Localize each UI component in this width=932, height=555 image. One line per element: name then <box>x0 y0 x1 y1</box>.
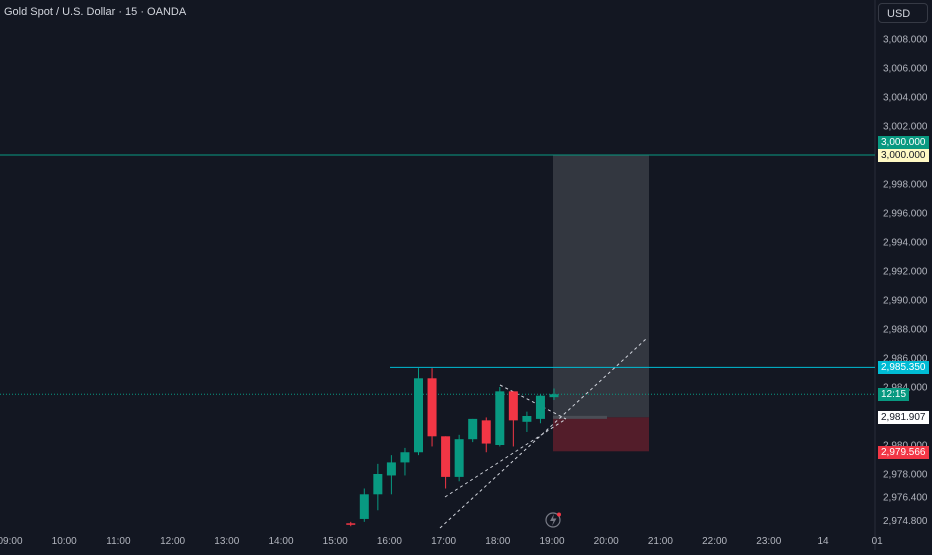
candle-body <box>441 436 451 477</box>
price-tick-label: 2,986.000 <box>883 354 928 365</box>
profit-zone[interactable] <box>553 155 649 418</box>
target-price-badge-green: 3,000.000 <box>878 136 929 149</box>
time-tick-label: 21:00 <box>648 536 673 547</box>
time-axis[interactable]: 09:00 10:00 11:00 12:00 13:00 14:00 15:00 16:00… <box>0 536 883 547</box>
price-tick-label: 2,988.000 <box>883 325 928 336</box>
entry-price-badge: 2,981.907 <box>878 411 929 424</box>
time-tick-label: 12:00 <box>160 536 185 547</box>
price-tick-label: 2,990.000 <box>883 296 928 307</box>
candle-body <box>549 394 559 398</box>
time-tick-label: 01 <box>872 536 884 547</box>
candle[interactable] <box>359 488 369 522</box>
price-tick-label: 2,976.400 <box>883 493 928 504</box>
level-price-badge: 2,985.350 <box>878 361 929 374</box>
time-tick-label: 11:00 <box>106 536 131 547</box>
price-tick-label: 3,004.000 <box>883 93 928 104</box>
time-tick-label: 14 <box>817 536 829 547</box>
candle[interactable] <box>495 387 505 447</box>
candle-body <box>495 391 505 445</box>
candle-body <box>522 416 532 422</box>
candle[interactable] <box>481 417 491 453</box>
flash-icon[interactable] <box>545 512 561 528</box>
candle-body <box>400 452 410 463</box>
candle-body <box>508 391 518 421</box>
candle-body <box>427 378 437 437</box>
candle-body <box>468 418 478 440</box>
candle-body <box>535 395 545 419</box>
price-tick-label: 2,992.000 <box>883 267 928 278</box>
price-tick-label: 2,996.000 <box>883 209 928 220</box>
candle-body <box>373 474 383 495</box>
currency-button[interactable]: USD <box>878 3 928 23</box>
candle[interactable] <box>549 388 559 401</box>
time-tick-label: 18:00 <box>485 536 510 547</box>
candle-body <box>346 523 356 525</box>
time-tick-label: 10:00 <box>52 536 77 547</box>
time-tick-label: 20:00 <box>594 536 619 547</box>
candle[interactable] <box>441 436 451 489</box>
time-tick-label: 14:00 <box>268 536 293 547</box>
candle-body <box>386 462 396 476</box>
price-tick-label: 2,994.000 <box>883 238 928 249</box>
candle-body <box>481 420 491 444</box>
candle[interactable] <box>427 368 437 447</box>
candle-series[interactable] <box>346 368 559 527</box>
price-tick-label: 2,974.800 <box>883 516 928 527</box>
time-tick-label: 22:00 <box>702 536 727 547</box>
time-tick-label: 15:00 <box>323 536 348 547</box>
price-tick-label: 3,002.000 <box>883 122 928 133</box>
symbol-title[interactable]: Gold Spot / U.S. Dollar · 15 · OANDA <box>4 6 187 18</box>
time-tick-label: 16:00 <box>377 536 402 547</box>
candle-body <box>454 439 464 477</box>
candle[interactable] <box>373 463 383 511</box>
candle[interactable] <box>454 434 464 482</box>
time-tick-label: 09:00 <box>0 536 23 547</box>
price-tick-label: 3,008.000 <box>883 35 928 46</box>
trendline-resistance[interactable] <box>499 384 567 420</box>
candle[interactable] <box>400 447 410 476</box>
candle-body <box>359 494 369 519</box>
candle[interactable] <box>346 521 356 527</box>
time-tick-label: 13:00 <box>214 536 239 547</box>
candle[interactable] <box>535 394 545 424</box>
candle[interactable] <box>386 455 396 495</box>
candle[interactable] <box>414 368 423 456</box>
candle[interactable] <box>508 391 518 447</box>
time-tick-label: 23:00 <box>756 536 781 547</box>
loss-zone[interactable] <box>553 417 649 452</box>
price-tick-label: 2,978.000 <box>883 470 928 481</box>
stop-price-badge: 2,979.566 <box>878 446 929 459</box>
candle-body <box>414 378 423 453</box>
time-tick-label: 17:00 <box>431 536 456 547</box>
candle[interactable] <box>522 411 532 432</box>
candle[interactable] <box>468 418 478 443</box>
target-price-badge-yellow: 3,000.000 <box>878 149 929 162</box>
time-tick-label: 19:00 <box>539 536 564 547</box>
price-tick-label: 3,006.000 <box>883 64 928 75</box>
price-tick-label: 2,998.000 <box>883 180 928 191</box>
countdown-badge: 12:15 <box>878 388 910 401</box>
